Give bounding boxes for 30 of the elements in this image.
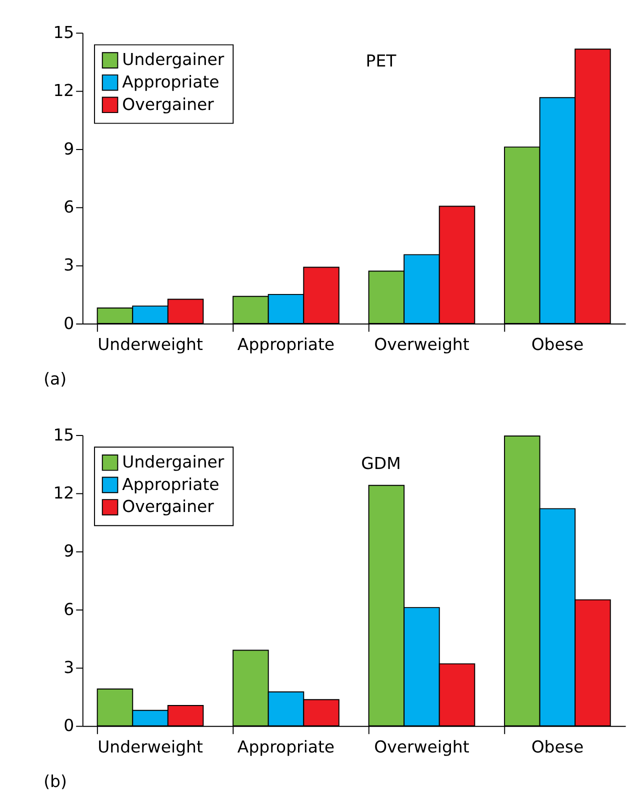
legend-label: Undergainer bbox=[122, 452, 224, 472]
y-tick-label: 9 bbox=[64, 139, 74, 158]
y-tick-label: 12 bbox=[53, 484, 74, 503]
y-tick-label: 3 bbox=[64, 256, 74, 275]
text: (b) bbox=[44, 772, 67, 791]
y-tick-label: 15 bbox=[53, 425, 74, 444]
x-tick-label: Overweight bbox=[374, 738, 470, 757]
y-tick-label: 12 bbox=[53, 81, 74, 100]
y-tick-label: 15 bbox=[53, 23, 74, 42]
legend-label: Appropriate bbox=[122, 474, 220, 494]
legend-label: Appropriate bbox=[122, 72, 220, 92]
legend-label: Undergainer bbox=[122, 50, 224, 70]
text: (a) bbox=[44, 370, 67, 389]
y-tick-label: 6 bbox=[64, 198, 74, 217]
y-tick-label: 0 bbox=[64, 716, 74, 736]
legend-label: Overgainer bbox=[122, 497, 214, 516]
x-tick-label: Overweight bbox=[374, 335, 470, 354]
x-tick-label: Appropriate bbox=[237, 738, 335, 757]
x-tick-label: Appropriate bbox=[237, 335, 335, 354]
text: GDM bbox=[361, 454, 401, 473]
x-tick-label: Underweight bbox=[98, 738, 204, 757]
y-tick-label: 3 bbox=[64, 658, 74, 678]
y-tick-label: 0 bbox=[64, 314, 74, 333]
legend-label: Overgainer bbox=[122, 94, 214, 114]
text: PET bbox=[366, 52, 398, 71]
x-tick-label: Obese bbox=[531, 738, 584, 757]
y-tick-label: 9 bbox=[64, 542, 74, 561]
x-tick-label: Underweight bbox=[98, 335, 204, 354]
x-tick-label: Obese bbox=[531, 335, 584, 354]
y-tick-label: 6 bbox=[64, 600, 74, 619]
